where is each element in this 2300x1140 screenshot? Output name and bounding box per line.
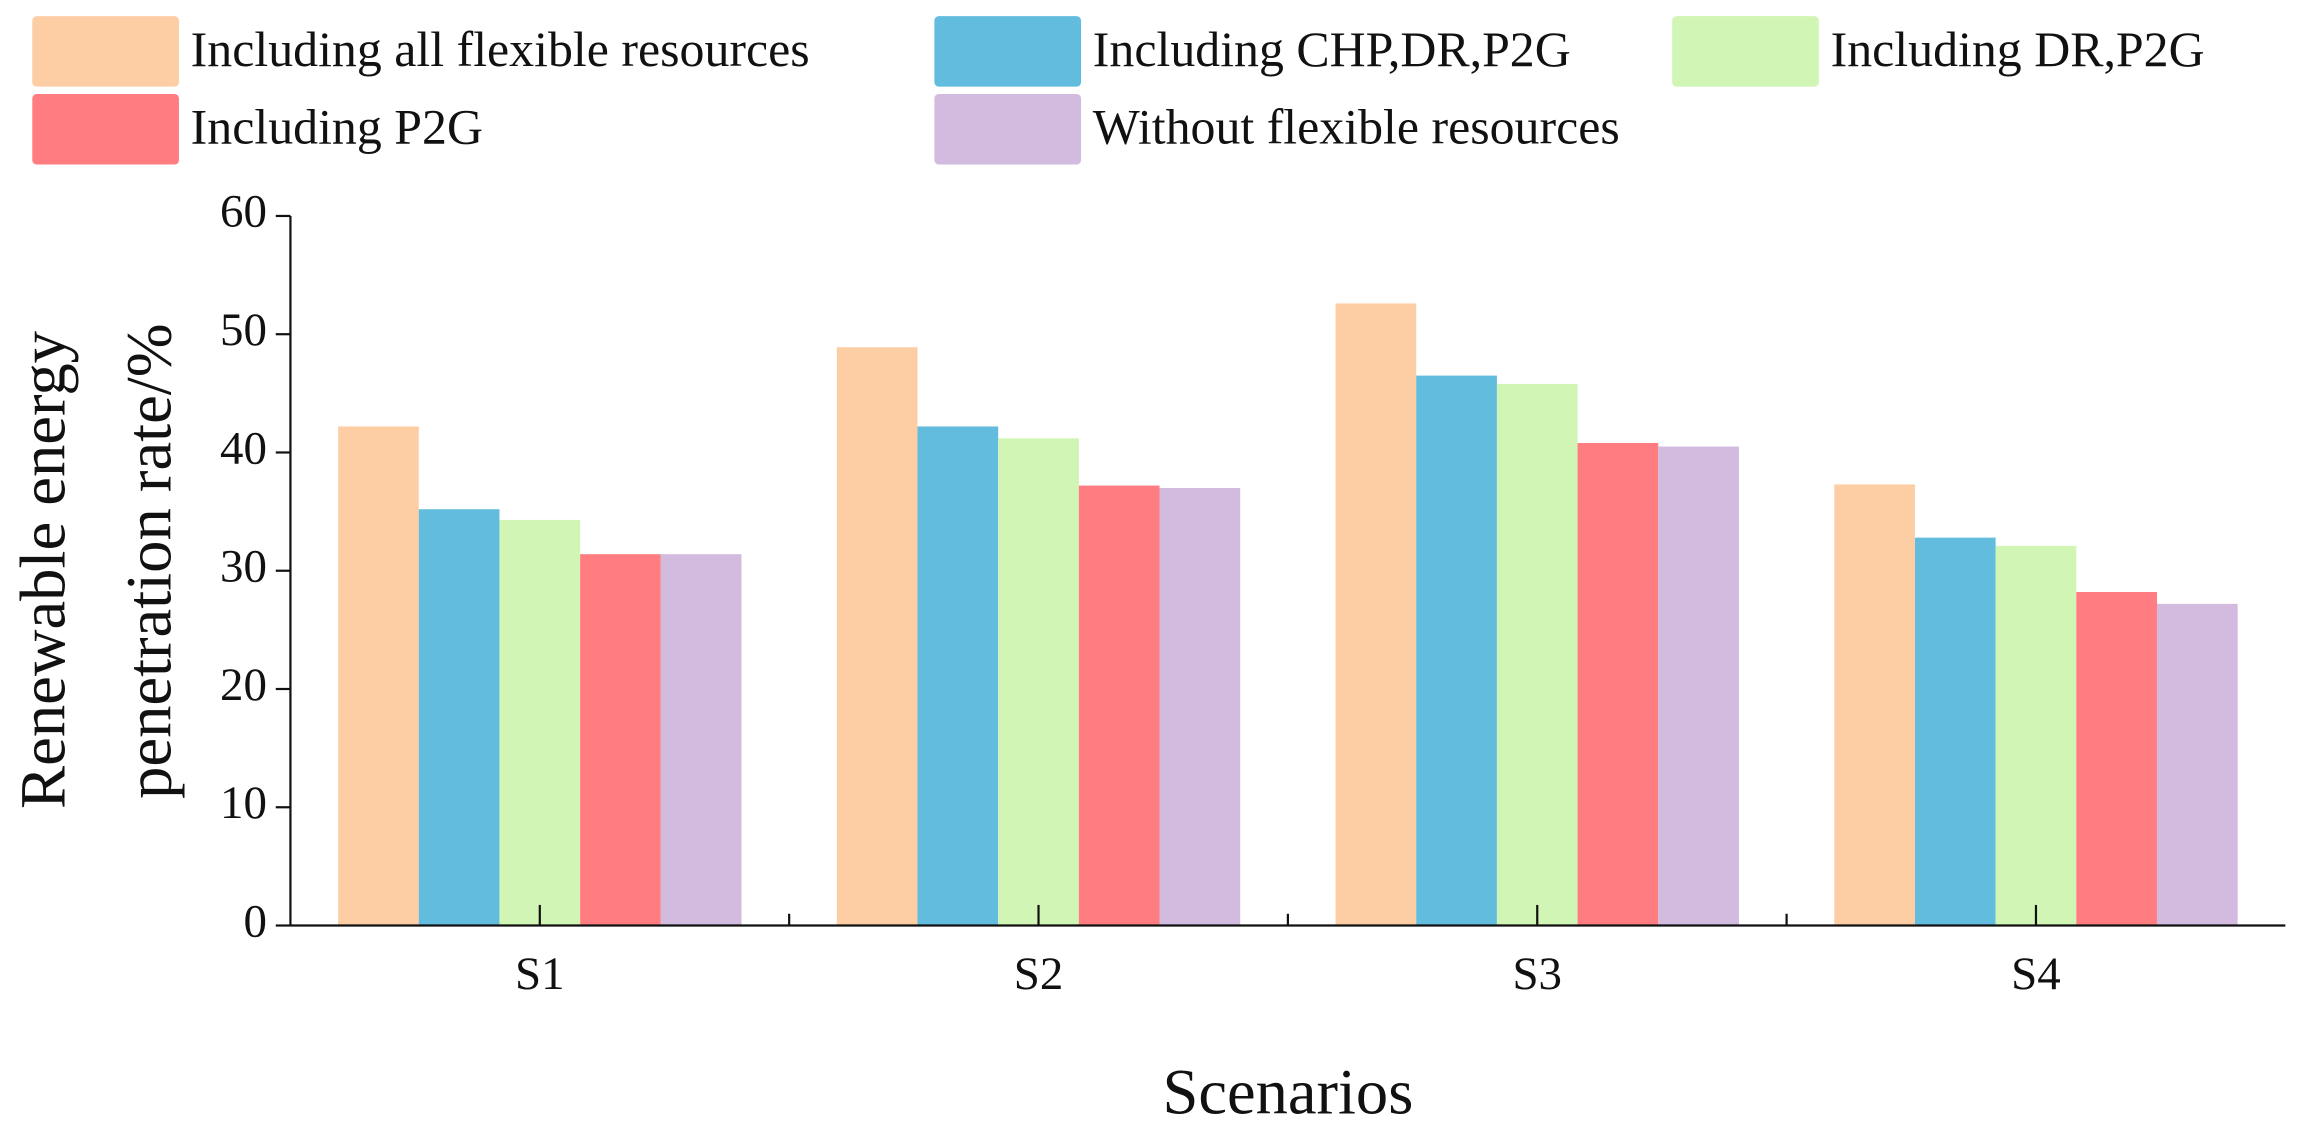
bar: [1078, 485, 1160, 926]
legend-swatch: [1672, 16, 1819, 87]
legend-label: Including CHP,DR,P2G: [1093, 22, 1571, 77]
x-tick-label: S3: [1512, 948, 1562, 1000]
y-tick-label: 50: [220, 304, 267, 356]
bar: [1159, 487, 1241, 926]
legend-label: Including all flexible resources: [191, 22, 810, 77]
bar: [2076, 592, 2157, 926]
bar: [836, 347, 918, 926]
bar: [998, 438, 1079, 926]
bar: [1914, 537, 1996, 926]
bar: [1995, 545, 2077, 926]
y-axis-title: Renewable energy: [7, 330, 79, 809]
legend-swatch: [32, 94, 179, 165]
bar: [1496, 383, 1578, 926]
bar: [580, 554, 661, 926]
y-tick-label: 40: [220, 422, 267, 474]
x-tick-label: S1: [515, 948, 565, 1000]
bar: [660, 554, 742, 926]
legend-swatch: [32, 16, 179, 87]
bar: [418, 509, 500, 926]
bar: [1834, 484, 1915, 926]
y-tick-label: 30: [220, 540, 267, 592]
y-axis-title: penetration rate/%: [112, 323, 184, 799]
bar: [499, 519, 581, 926]
y-tick-label: 60: [220, 186, 267, 238]
x-axis-title: Scenarios: [1162, 1056, 1413, 1128]
bar: [1416, 375, 1497, 926]
legend-label: Without flexible resources: [1093, 100, 1620, 155]
bar: [1335, 303, 1417, 926]
legend-label: Including P2G: [191, 100, 483, 155]
bar: [1658, 446, 1739, 926]
x-tick-label: S4: [2011, 948, 2061, 1000]
legend-swatch: [934, 16, 1082, 87]
y-tick-label: 10: [220, 777, 267, 829]
bar: [1577, 443, 1659, 926]
x-tick-label: S2: [1014, 948, 1064, 1000]
bar: [338, 426, 419, 926]
bar: [2156, 603, 2238, 926]
legend-label: Including DR,P2G: [1831, 22, 2205, 77]
y-tick-label: 0: [243, 895, 266, 947]
legend-swatch: [934, 94, 1082, 165]
bar: [917, 426, 999, 926]
y-tick-label: 20: [220, 659, 267, 711]
